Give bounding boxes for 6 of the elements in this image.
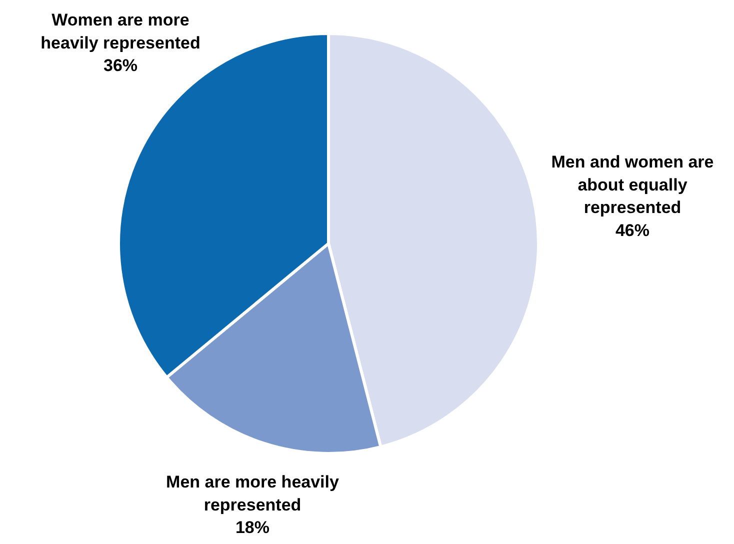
slice-label: Women are more heavily represented (40, 10, 200, 52)
data-label: 46% (615, 220, 650, 240)
data-label: 36% (103, 56, 138, 76)
slice-label: Men are more heavily represented (166, 472, 340, 514)
data-label: 18% (235, 518, 270, 538)
slice-label: Men and women are about equally represented (551, 152, 714, 218)
